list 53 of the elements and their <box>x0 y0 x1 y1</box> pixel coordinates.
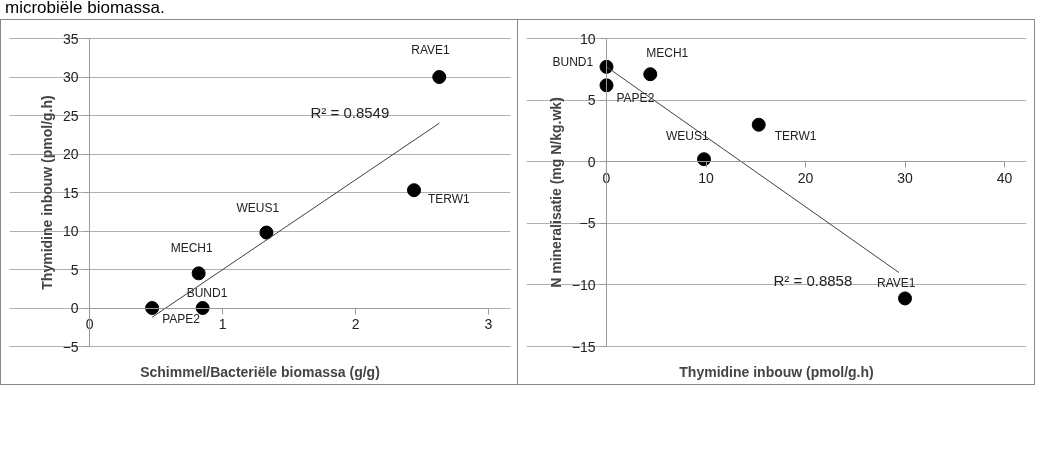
y-axis-title: Thymidine inbouw (pmol/g.h) <box>38 95 55 290</box>
x-axis-title: Thymidine inbouw (pmol/g.h) <box>679 363 874 380</box>
y-tick-label: 35 <box>63 30 79 47</box>
point <box>751 117 766 132</box>
point <box>191 266 206 281</box>
point <box>599 78 614 93</box>
annotation: TERW1 <box>428 192 471 207</box>
x-tick-label: 1 <box>218 316 227 332</box>
point <box>898 291 912 306</box>
annotation: R² = 0.8858 <box>773 271 853 289</box>
y-tick-label: 0 <box>587 153 596 170</box>
annotation: WEUS1 <box>666 129 710 144</box>
point <box>599 59 614 74</box>
y-tick-label: 20 <box>63 146 79 162</box>
annotation: BUND1 <box>552 54 594 69</box>
x-tick-label: 3 <box>484 316 493 332</box>
y-tick-label: 10 <box>579 30 596 47</box>
annotation: TERW1 <box>774 128 817 143</box>
annotation: BUND1 <box>186 286 228 300</box>
point <box>643 67 658 82</box>
point <box>432 70 447 84</box>
annotation: WEUS1 <box>236 200 280 215</box>
point <box>145 301 160 315</box>
x-tick-label: 10 <box>698 169 714 186</box>
y-tick-label: 10 <box>63 223 79 239</box>
y-tick-label: 30 <box>63 69 79 85</box>
point <box>259 225 274 240</box>
annotation: RAVE1 <box>411 43 451 57</box>
point <box>697 152 712 167</box>
x-tick-label: 20 <box>797 169 814 186</box>
y-tick-label: −10 <box>571 276 596 293</box>
annotation: MECH1 <box>170 241 213 256</box>
y-tick-label: −5 <box>62 338 79 355</box>
y-tick-label: 0 <box>70 300 79 316</box>
x-tick-label: 40 <box>996 169 1013 186</box>
point <box>195 301 210 315</box>
y-axis-title: N mineralisatie (mg N/kg.wk) <box>547 97 564 288</box>
text: microbiële biomassa. <box>5 0 165 16</box>
y-tick-label: −5 <box>579 215 596 232</box>
y-tick-label: 15 <box>63 184 79 201</box>
y-tick-label: 5 <box>70 261 79 278</box>
y-tick-label: 25 <box>63 107 79 124</box>
annotation: R² = 0.8549 <box>310 103 390 121</box>
y-tick-label: −15 <box>571 338 596 355</box>
annotation: RAVE1 <box>877 276 916 291</box>
x-axis-title: Schimmel/Bacteriële biomassa (g/g) <box>140 363 380 380</box>
annotation: MECH1 <box>646 46 689 61</box>
x-tick-label: 2 <box>351 316 360 332</box>
y-tick-label: 5 <box>587 92 596 109</box>
point <box>407 183 422 198</box>
annotation: PAPE2 <box>162 312 201 326</box>
x-tick-label: 30 <box>897 169 913 186</box>
annotation: PAPE2 <box>616 91 655 106</box>
